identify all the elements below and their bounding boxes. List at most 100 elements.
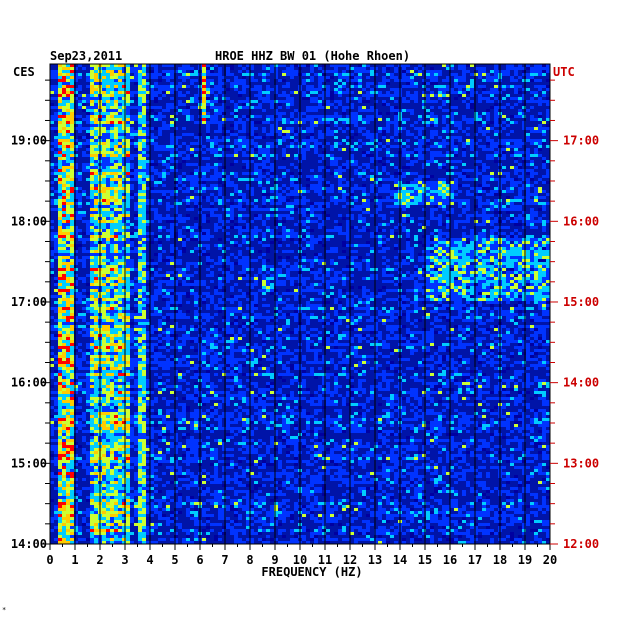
- heatmap-cell: [494, 73, 498, 76]
- heatmap-cell: [506, 238, 510, 241]
- heatmap-cell: [170, 256, 174, 259]
- heatmap-cell: [58, 82, 62, 85]
- heatmap-cell: [254, 154, 258, 157]
- heatmap-cell: [434, 181, 438, 184]
- heatmap-cell: [410, 187, 414, 190]
- heatmap-cell: [522, 244, 526, 247]
- heatmap-cell: [186, 100, 190, 103]
- heatmap-cell: [410, 163, 414, 166]
- heatmap-cell: [246, 262, 250, 265]
- heatmap-cell: [438, 235, 442, 238]
- heatmap-cell: [210, 79, 214, 82]
- heatmap-cell: [410, 151, 414, 154]
- heatmap-cell: [354, 97, 358, 100]
- heatmap-cell: [426, 235, 430, 238]
- heatmap-cell: [310, 106, 314, 109]
- heatmap-cell: [470, 73, 474, 76]
- heatmap-cell: [150, 88, 154, 91]
- heatmap-cell: [162, 85, 166, 88]
- heatmap-cell: [394, 184, 398, 187]
- heatmap-cell: [446, 115, 450, 118]
- heatmap-cell: [502, 241, 506, 244]
- heatmap-cell: [390, 205, 394, 208]
- heatmap-cell: [214, 214, 218, 217]
- heatmap-cell: [118, 229, 122, 232]
- heatmap-cell: [126, 217, 130, 220]
- heatmap-cell: [190, 208, 194, 211]
- heatmap-cell: [110, 247, 114, 250]
- heatmap-cell: [202, 109, 206, 112]
- heatmap-cell: [62, 181, 66, 184]
- heatmap-cell: [186, 85, 190, 88]
- heatmap-cell: [130, 133, 134, 136]
- heatmap-cell: [378, 196, 382, 199]
- heatmap-cell: [502, 220, 506, 223]
- heatmap-cell: [174, 235, 178, 238]
- heatmap-cell: [382, 82, 386, 85]
- heatmap-cell: [350, 106, 354, 109]
- heatmap-cell: [466, 208, 470, 211]
- heatmap-cell: [178, 82, 182, 85]
- heatmap-cell: [382, 223, 386, 226]
- heatmap-cell: [102, 82, 106, 85]
- heatmap-cell: [270, 100, 274, 103]
- heatmap-cell: [118, 190, 122, 193]
- heatmap-cell: [534, 94, 538, 97]
- heatmap-cell: [114, 109, 118, 112]
- heatmap-cell: [446, 100, 450, 103]
- heatmap-cell: [50, 127, 54, 130]
- heatmap-cell: [242, 262, 246, 265]
- heatmap-cell: [350, 73, 354, 76]
- heatmap-cell: [306, 217, 310, 220]
- heatmap-cell: [458, 250, 462, 253]
- heatmap-cell: [266, 208, 270, 211]
- heatmap-cell: [170, 226, 174, 229]
- heatmap-cell: [462, 226, 466, 229]
- heatmap-cell: [142, 262, 146, 265]
- heatmap-cell: [266, 160, 270, 163]
- heatmap-cell: [486, 76, 490, 79]
- heatmap-cell: [534, 247, 538, 250]
- heatmap-cell: [278, 142, 282, 145]
- heatmap-cell: [326, 133, 330, 136]
- heatmap-cell: [70, 145, 74, 148]
- heatmap-cell: [526, 163, 530, 166]
- heatmap-cell: [158, 97, 162, 100]
- heatmap-cell: [146, 265, 150, 268]
- heatmap-cell: [322, 118, 326, 121]
- heatmap-cell: [62, 106, 66, 109]
- heatmap-cell: [342, 169, 346, 172]
- heatmap-cell: [542, 247, 546, 250]
- heatmap-cell: [526, 136, 530, 139]
- heatmap-cell: [326, 124, 330, 127]
- heatmap-cell: [242, 100, 246, 103]
- heatmap-cell: [70, 121, 74, 124]
- heatmap-cell: [146, 238, 150, 241]
- heatmap-cell: [102, 256, 106, 259]
- heatmap-cell: [470, 91, 474, 94]
- heatmap-cell: [454, 256, 458, 259]
- heatmap-cell: [350, 79, 354, 82]
- heatmap-cell: [234, 223, 238, 226]
- heatmap-cell: [246, 145, 250, 148]
- heatmap-cell: [502, 157, 506, 160]
- heatmap-cell: [270, 118, 274, 121]
- heatmap-cell: [110, 232, 114, 235]
- heatmap-cell: [486, 214, 490, 217]
- heatmap-cell: [106, 91, 110, 94]
- heatmap-cell: [474, 151, 478, 154]
- heatmap-cell: [458, 139, 462, 142]
- heatmap-cell: [182, 178, 186, 181]
- heatmap-cell: [322, 220, 326, 223]
- heatmap-cell: [202, 229, 206, 232]
- heatmap-cell: [110, 199, 114, 202]
- heatmap-cell: [526, 241, 530, 244]
- heatmap-cell: [154, 118, 158, 121]
- heatmap-cell: [178, 175, 182, 178]
- heatmap-cell: [94, 91, 98, 94]
- heatmap-cell: [546, 256, 550, 259]
- heatmap-cell: [366, 175, 370, 178]
- heatmap-cell: [322, 97, 326, 100]
- heatmap-cell: [394, 262, 398, 265]
- heatmap-cell: [246, 187, 250, 190]
